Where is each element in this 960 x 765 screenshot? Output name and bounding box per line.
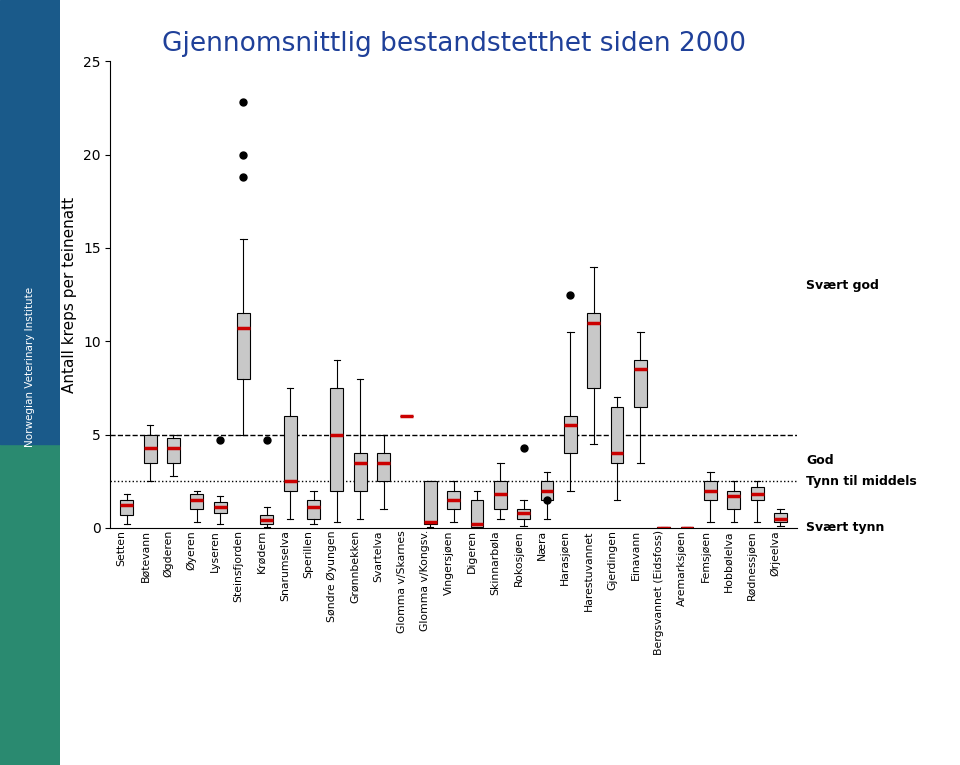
Text: Harasjøen: Harasjøen: [561, 530, 570, 585]
Text: Gjerdingen: Gjerdingen: [607, 530, 617, 590]
PathPatch shape: [728, 490, 740, 509]
PathPatch shape: [144, 435, 156, 463]
Text: Skinnarbøla: Skinnarbøla: [491, 530, 500, 595]
Text: Steinsfjorden: Steinsfjorden: [233, 530, 244, 602]
Y-axis label: Antall kreps per teinenatt: Antall kreps per teinenatt: [62, 197, 78, 392]
Text: Femsjøen: Femsjøen: [701, 530, 710, 582]
PathPatch shape: [447, 490, 460, 509]
PathPatch shape: [634, 360, 647, 406]
Text: Snarumselva: Snarumselva: [280, 530, 290, 601]
Text: Søndre Øyungen: Søndre Øyungen: [326, 530, 337, 622]
PathPatch shape: [214, 502, 227, 513]
Text: God: God: [806, 454, 834, 467]
PathPatch shape: [284, 416, 297, 490]
PathPatch shape: [237, 313, 250, 379]
PathPatch shape: [517, 509, 530, 519]
PathPatch shape: [330, 388, 344, 490]
Text: Øgderen: Øgderen: [163, 530, 174, 578]
Text: Krødern: Krødern: [257, 530, 267, 574]
PathPatch shape: [751, 487, 763, 500]
Text: Vingersjøen: Vingersjøen: [444, 530, 454, 594]
Text: Lyseren: Lyseren: [210, 530, 220, 572]
Text: Glomma v/Skarnes: Glomma v/Skarnes: [396, 530, 407, 633]
PathPatch shape: [354, 453, 367, 490]
Text: Rødnessjøen: Rødnessjøen: [747, 530, 757, 600]
Text: Svært god: Svært god: [806, 278, 879, 291]
PathPatch shape: [260, 515, 274, 524]
PathPatch shape: [704, 481, 717, 500]
Text: Bøtevann: Bøtevann: [140, 530, 150, 582]
PathPatch shape: [470, 500, 484, 527]
Text: Rokosjøen: Rokosjøen: [514, 530, 523, 586]
Text: Svartelva: Svartelva: [373, 530, 384, 581]
Text: Bergsvannet (Eidsfoss): Bergsvannet (Eidsfoss): [654, 530, 663, 656]
Text: Gjennomsnittlig bestandstetthet siden 2000: Gjennomsnittlig bestandstetthet siden 20…: [161, 31, 746, 57]
Bar: [0, 0, 60, 444]
Text: Grønnbekken: Grønnbekken: [350, 530, 360, 604]
Text: Svært tynn: Svært tynn: [806, 522, 885, 534]
PathPatch shape: [307, 500, 320, 519]
Bar: [0, 444, 60, 765]
Text: Norwegian Veterinary Institute: Norwegian Veterinary Institute: [25, 287, 35, 448]
Text: Digeren: Digeren: [467, 530, 477, 573]
Text: Glomma v/Kongsv.: Glomma v/Kongsv.: [420, 530, 430, 631]
Text: Harestuvannet: Harestuvannet: [584, 530, 593, 610]
PathPatch shape: [658, 527, 670, 528]
PathPatch shape: [588, 313, 600, 388]
PathPatch shape: [681, 527, 693, 528]
PathPatch shape: [493, 481, 507, 509]
Text: Aremarksjøen: Aremarksjøen: [677, 530, 687, 606]
PathPatch shape: [167, 438, 180, 463]
Text: Ørjeelva: Ørjeelva: [770, 530, 780, 576]
PathPatch shape: [611, 406, 623, 463]
Text: Einavann: Einavann: [631, 530, 640, 581]
Text: Setten: Setten: [117, 530, 127, 566]
PathPatch shape: [564, 416, 577, 453]
PathPatch shape: [120, 500, 133, 515]
Text: Tynn til middels: Tynn til middels: [806, 475, 917, 487]
Text: Hobbølelva: Hobbølelva: [724, 530, 733, 591]
PathPatch shape: [377, 453, 390, 481]
Text: Næra: Næra: [537, 530, 547, 560]
Text: Sperillen: Sperillen: [303, 530, 314, 578]
PathPatch shape: [540, 481, 553, 500]
PathPatch shape: [423, 481, 437, 524]
PathPatch shape: [774, 513, 787, 522]
PathPatch shape: [190, 494, 204, 509]
Text: Øyeren: Øyeren: [186, 530, 197, 570]
